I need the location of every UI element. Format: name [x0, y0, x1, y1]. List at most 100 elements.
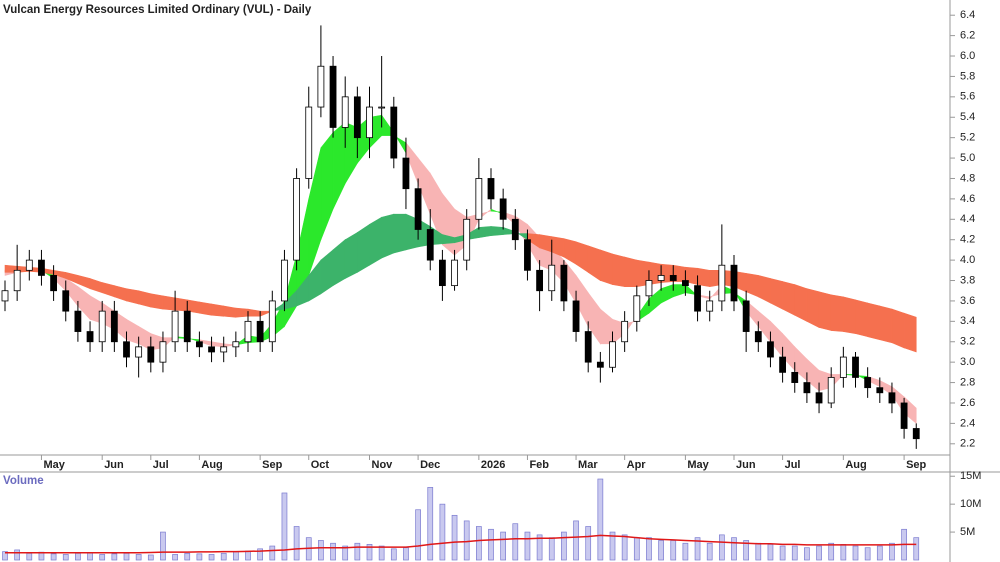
volume-bar — [816, 545, 822, 561]
candle-body — [123, 341, 130, 358]
x-tick-label: Nov — [372, 459, 394, 471]
volume-bar — [743, 540, 750, 561]
y-tick-label: 3.4 — [960, 315, 975, 327]
y-tick-label: 4.6 — [960, 193, 975, 205]
volume-bar — [269, 545, 276, 561]
y-tick-label: 6.4 — [960, 9, 975, 21]
y-tick-label: 5M — [960, 526, 975, 538]
candle-body — [803, 382, 811, 394]
candle-body — [912, 428, 920, 440]
candle-body — [451, 259, 458, 287]
y-tick-label: 2.2 — [960, 438, 975, 450]
x-tick-label: Jul — [785, 459, 801, 471]
volume-bar — [439, 503, 446, 561]
candle-body — [864, 377, 872, 389]
candle-body — [657, 275, 665, 281]
ribbon-segment — [600, 249, 613, 286]
ribbon-segment — [697, 267, 711, 288]
ribbon-segment — [344, 232, 358, 279]
candle-body — [135, 346, 143, 358]
volume-bar — [366, 544, 373, 561]
volume-bar — [767, 544, 774, 561]
volume-bar — [2, 551, 8, 561]
ribbon-segment — [174, 297, 188, 312]
candle-body — [682, 280, 689, 287]
volume-bar — [50, 553, 57, 561]
candle-body — [341, 96, 349, 128]
x-tick-label: Oct — [311, 459, 330, 471]
volume-bar — [342, 545, 349, 561]
ribbon-segment — [478, 226, 492, 239]
volume-bar — [62, 554, 69, 561]
x-tick-label: May — [43, 459, 65, 471]
candle-body — [463, 218, 471, 261]
candle-body — [86, 331, 94, 343]
ribbon-segment — [903, 312, 917, 353]
candle-body — [438, 259, 446, 287]
ribbon-segment — [855, 299, 868, 338]
x-tick-label: Mar — [578, 459, 598, 471]
ribbon-segment — [150, 293, 164, 310]
candle-body — [159, 341, 167, 363]
ribbon-segment — [357, 223, 370, 273]
volume-bar — [354, 542, 361, 561]
volume-bar — [913, 537, 920, 561]
y-tick-label: 2.4 — [960, 417, 975, 429]
candle-body — [633, 295, 641, 322]
volume-bar — [233, 551, 239, 561]
y-tick-label: 4.0 — [960, 254, 975, 266]
volume-bar — [196, 553, 203, 561]
candle-body — [730, 264, 738, 302]
volume-bar — [573, 520, 579, 561]
volume-bar — [609, 531, 616, 561]
ribbon-segment — [235, 307, 249, 318]
volume-bar — [731, 537, 737, 561]
candle-body — [281, 259, 288, 302]
volume-bar — [184, 552, 191, 561]
ribbon-segment — [138, 290, 152, 308]
candle-body — [706, 300, 714, 312]
candle-body — [560, 264, 568, 302]
candle-body — [38, 259, 45, 276]
ribbon-segment — [199, 301, 212, 316]
candle-body — [487, 178, 495, 200]
y-tick-label: 15M — [960, 470, 981, 482]
candle-body — [13, 269, 21, 292]
candle-body — [499, 198, 507, 220]
volume-bar — [682, 542, 689, 561]
ribbon-segment — [879, 305, 893, 344]
volume-bar — [791, 545, 798, 561]
ribbon-segment — [843, 296, 856, 334]
candle-body — [183, 310, 191, 343]
candle-body — [329, 65, 337, 128]
candle-body — [524, 239, 531, 271]
y-tick-label: 5.6 — [960, 91, 975, 103]
volume-bar — [390, 548, 397, 561]
candle-body — [827, 377, 835, 404]
volume-bar — [524, 531, 531, 561]
volume-bar — [706, 542, 713, 561]
volume-bar — [26, 552, 33, 561]
candle-body — [888, 392, 896, 404]
volume-bar — [427, 487, 434, 561]
y-tick-label: 2.8 — [960, 376, 975, 388]
y-tick-label: 10M — [960, 498, 981, 510]
ribbon-segment — [624, 256, 638, 287]
chart-title: Vulcan Energy Resources Limited Ordinary… — [3, 4, 312, 16]
candle-body — [536, 269, 543, 292]
candle-body — [110, 310, 118, 343]
candle-body — [742, 300, 750, 332]
candle-body — [876, 387, 884, 394]
candle-body — [596, 361, 604, 368]
candle-body — [779, 356, 786, 373]
volume-bar — [646, 537, 652, 561]
candle-body — [50, 275, 57, 292]
candle-body — [390, 106, 398, 159]
volume-bar — [597, 478, 604, 561]
y-tick-label: 5.0 — [960, 152, 975, 164]
candle-body — [98, 310, 106, 343]
candle-body — [694, 285, 701, 312]
volume-bar — [160, 531, 166, 561]
candle-body — [584, 331, 592, 363]
x-tick-label: Sep — [262, 459, 282, 471]
